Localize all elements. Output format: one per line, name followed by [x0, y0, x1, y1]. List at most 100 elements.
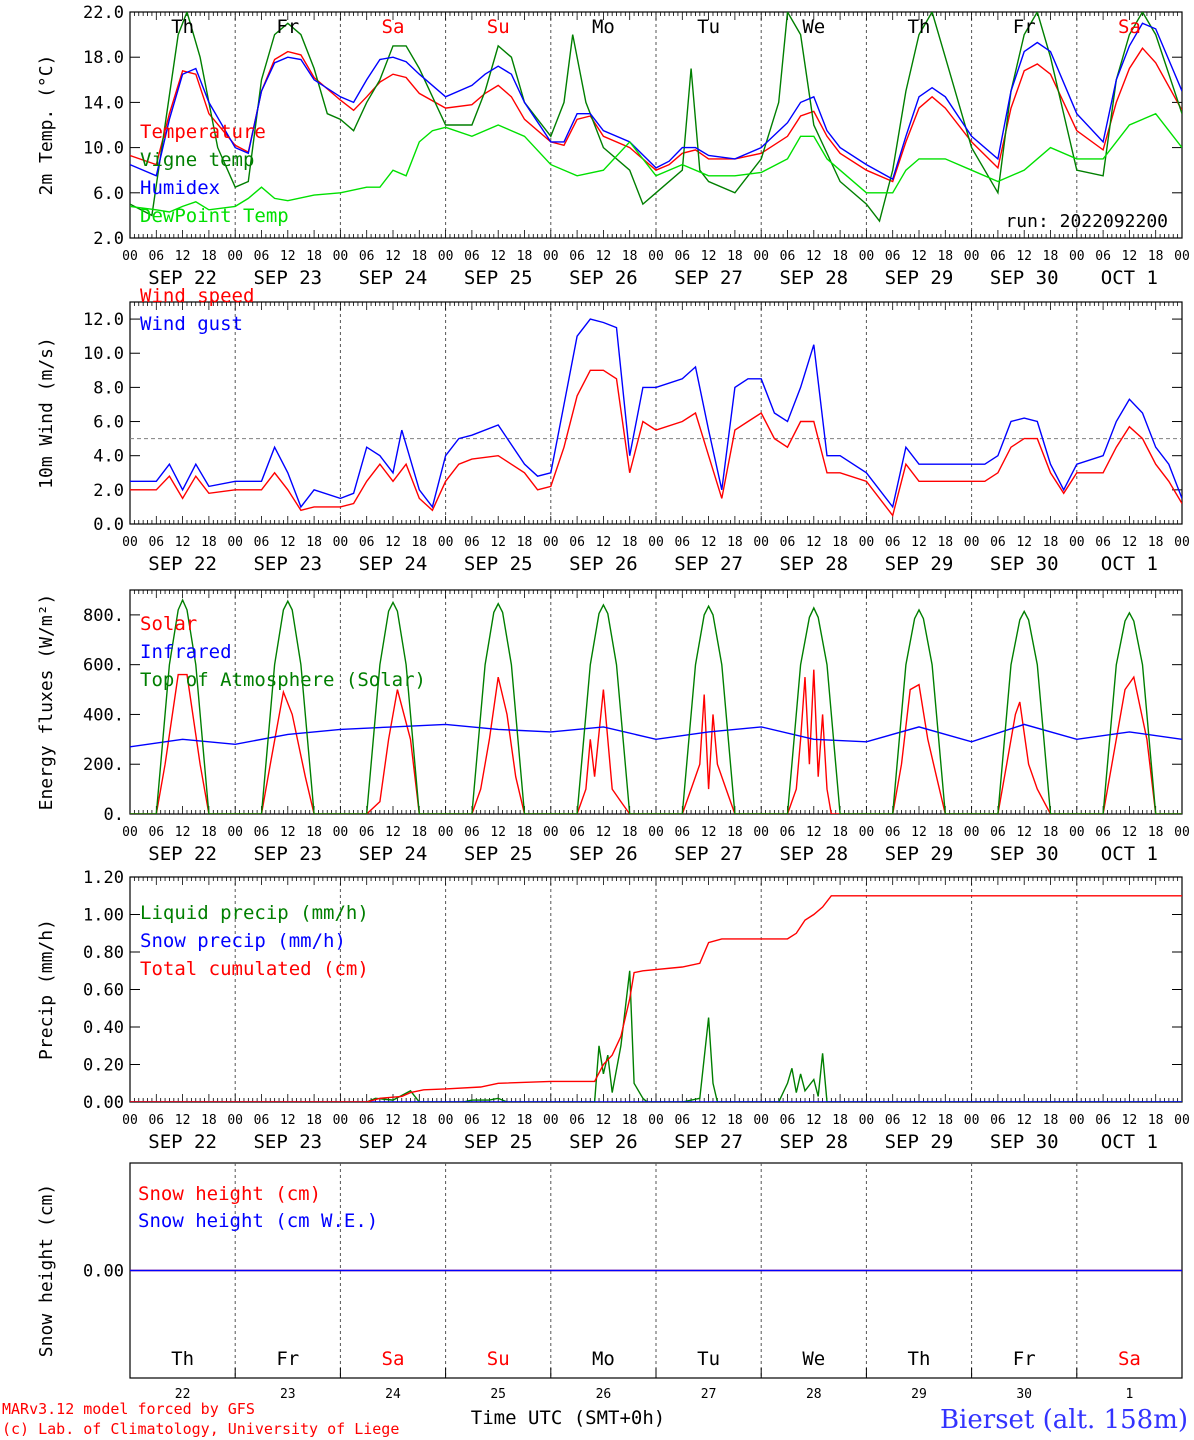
date-label: SEP 22 — [148, 267, 217, 289]
legend-entry: Temperature — [140, 121, 266, 143]
hour-tick-label: 12 — [175, 1113, 191, 1128]
date-label: SEP 23 — [253, 1131, 322, 1153]
day-number: 22 — [175, 1387, 191, 1402]
y-tick-label: 0.60 — [83, 981, 124, 1001]
day-name-bottom: Sa — [382, 1348, 405, 1370]
station-label: Bierset (alt. 158m) — [940, 1405, 1188, 1435]
hour-tick-label: 06 — [148, 249, 164, 264]
hour-tick-label: 06 — [359, 825, 375, 840]
hour-tick-label: 00 — [648, 825, 664, 840]
hour-tick-label: 00 — [859, 825, 875, 840]
hour-tick-label: 00 — [859, 249, 875, 264]
date-label: SEP 29 — [885, 553, 954, 575]
series-line — [130, 112, 1182, 213]
hour-tick-label: 18 — [1043, 249, 1059, 264]
hour-tick-label: 12 — [1122, 825, 1138, 840]
hour-tick-label: 12 — [490, 535, 506, 550]
day-name-top: Fr — [1013, 16, 1036, 38]
hour-tick-label: 18 — [201, 1113, 217, 1128]
hour-tick-label: 06 — [780, 535, 796, 550]
hour-tick-label: 00 — [1174, 825, 1190, 840]
hour-tick-label: 00 — [333, 535, 349, 550]
hour-tick-label: 06 — [359, 1113, 375, 1128]
legend-entry: Wind speed — [140, 285, 254, 307]
hour-tick-label: 00 — [543, 1113, 559, 1128]
hour-tick-label: 18 — [832, 249, 848, 264]
hour-tick-label: 00 — [227, 535, 243, 550]
day-name-bottom: We — [802, 1348, 825, 1370]
hour-tick-label: 06 — [1095, 249, 1111, 264]
series-line — [130, 895, 1182, 1102]
hour-tick-label: 06 — [990, 825, 1006, 840]
date-label: SEP 25 — [464, 553, 533, 575]
hour-tick-label: 18 — [517, 825, 533, 840]
hour-tick-label: 18 — [306, 1113, 322, 1128]
hour-tick-label: 00 — [227, 825, 243, 840]
date-label: SEP 25 — [464, 1131, 533, 1153]
legend-entry: Vigne temp — [140, 149, 254, 171]
date-label: SEP 24 — [359, 553, 428, 575]
legend-entry: Total cumulated (cm) — [140, 958, 369, 980]
day-number: 24 — [385, 1387, 401, 1402]
date-label: OCT 1 — [1101, 267, 1158, 289]
hour-tick-label: 18 — [201, 535, 217, 550]
hour-tick-label: 00 — [543, 825, 559, 840]
hour-tick-label: 12 — [1122, 1113, 1138, 1128]
y-tick-label: 0.20 — [83, 1056, 124, 1076]
date-label: OCT 1 — [1101, 1131, 1158, 1153]
hour-tick-label: 00 — [438, 249, 454, 264]
hour-tick-label: 06 — [464, 535, 480, 550]
legend-entry: Top of Atmosphere (Solar) — [140, 669, 426, 691]
date-label: SEP 30 — [990, 1131, 1059, 1153]
y-tick-label: 8.0 — [93, 378, 124, 398]
y-tick-label: 0.80 — [83, 943, 124, 963]
hour-tick-label: 06 — [780, 249, 796, 264]
hour-tick-label: 06 — [569, 1113, 585, 1128]
day-name-bottom: Th — [171, 1348, 194, 1370]
hour-tick-label: 18 — [727, 249, 743, 264]
hour-tick-label: 06 — [674, 1113, 690, 1128]
day-number: 23 — [280, 1387, 296, 1402]
hour-tick-label: 12 — [175, 249, 191, 264]
series-line — [130, 598, 1182, 814]
day-name-bottom: Su — [487, 1348, 510, 1370]
hour-tick-label: 18 — [201, 249, 217, 264]
hour-tick-label: 12 — [280, 825, 296, 840]
hour-tick-label: 12 — [806, 535, 822, 550]
date-label: SEP 22 — [148, 553, 217, 575]
date-label: SEP 29 — [885, 1131, 954, 1153]
series-line — [130, 12, 1182, 223]
day-number: 29 — [911, 1387, 927, 1402]
date-label: SEP 30 — [990, 553, 1059, 575]
hour-tick-label: 06 — [254, 825, 270, 840]
day-number: 25 — [490, 1387, 506, 1402]
y-tick-label: 22.0 — [83, 3, 124, 23]
hour-tick-label: 18 — [937, 249, 953, 264]
hour-tick-label: 06 — [464, 825, 480, 840]
hour-tick-label: 18 — [411, 825, 427, 840]
hour-tick-label: 12 — [911, 249, 927, 264]
date-label: SEP 26 — [569, 1131, 638, 1153]
hour-tick-label: 06 — [569, 249, 585, 264]
hour-tick-label: 06 — [148, 825, 164, 840]
hour-tick-label: 12 — [1122, 249, 1138, 264]
day-number: 27 — [701, 1387, 717, 1402]
hour-tick-label: 18 — [937, 1113, 953, 1128]
hour-tick-label: 06 — [885, 249, 901, 264]
panel-4: 0.00 0.20 0.40 0.60 0.80 1.00 1.20 Precip (mm/h… — [36, 868, 1190, 1153]
hour-tick-label: 12 — [280, 249, 296, 264]
hour-tick-label: 18 — [306, 825, 322, 840]
panels-layer: 2.06.010.014.018.022.02m Temp. (°C) Tempe… — [36, 3, 1190, 1402]
legend-entry: Humidex — [140, 177, 220, 199]
hour-tick-label: 18 — [622, 1113, 638, 1128]
hour-tick-label: 12 — [280, 1113, 296, 1128]
day-number: 28 — [806, 1387, 822, 1402]
hour-tick-label: 00 — [648, 249, 664, 264]
hour-tick-label: 18 — [622, 535, 638, 550]
hour-tick-label: 12 — [490, 249, 506, 264]
date-label: SEP 24 — [359, 1131, 428, 1153]
day-number: 1 — [1125, 1387, 1133, 1402]
date-label: SEP 29 — [885, 267, 954, 289]
hour-tick-label: 00 — [438, 825, 454, 840]
hour-tick-label: 06 — [254, 535, 270, 550]
